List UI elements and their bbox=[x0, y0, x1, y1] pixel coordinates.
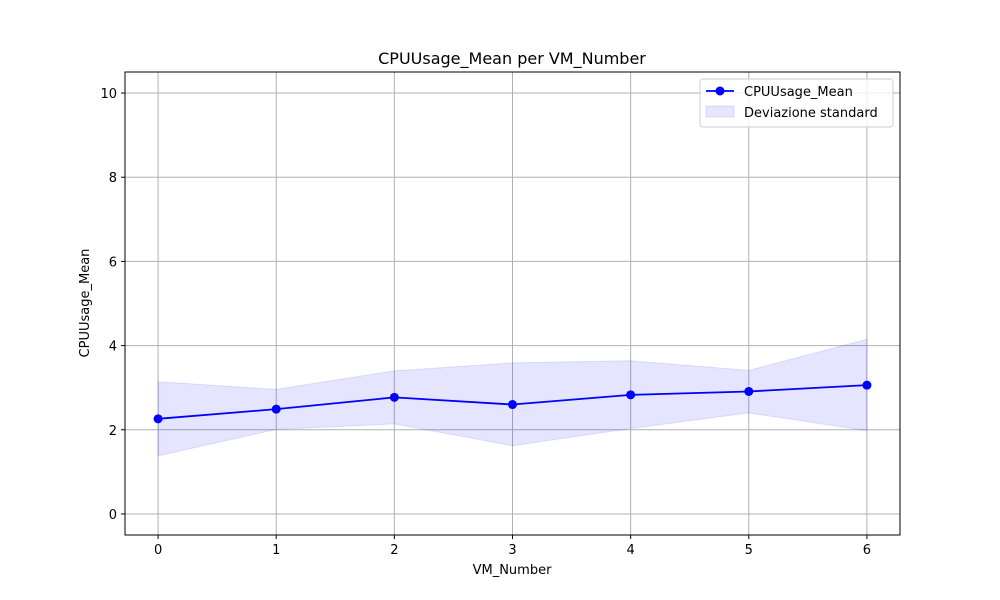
x-tick-label: 5 bbox=[745, 543, 753, 558]
y-tick-label: 2 bbox=[109, 424, 117, 439]
x-tick-label: 1 bbox=[272, 543, 280, 558]
x-tick-label: 4 bbox=[626, 543, 634, 558]
data-point bbox=[271, 404, 281, 414]
x-axis-ticks: 0 1 2 3 4 5 6 bbox=[154, 535, 871, 558]
legend-band-swatch bbox=[705, 105, 735, 118]
data-point bbox=[389, 392, 399, 402]
y-tick-label: 8 bbox=[109, 171, 117, 186]
data-point bbox=[744, 386, 754, 396]
y-tick-label: 6 bbox=[109, 255, 117, 270]
legend-label-band: Deviazione standard bbox=[744, 106, 878, 121]
x-axis-title: VM_Number bbox=[473, 563, 552, 578]
y-axis-ticks: 0 2 4 6 8 10 bbox=[100, 87, 125, 523]
x-tick-label: 6 bbox=[863, 543, 871, 558]
legend-box bbox=[699, 78, 894, 128]
y-axis-title: CPUUsage_Mean bbox=[78, 249, 93, 358]
x-tick-label: 0 bbox=[154, 543, 162, 558]
y-tick-label: 10 bbox=[100, 87, 117, 102]
legend: CPUUsage_Mean Deviazione standard bbox=[699, 78, 894, 128]
plot-frame bbox=[124, 71, 901, 536]
std-deviation-band bbox=[157, 338, 868, 457]
x-tick-label: 3 bbox=[508, 543, 516, 558]
chart-title: CPUUsage_Mean per VM_Number bbox=[378, 49, 646, 69]
y-tick-label: 0 bbox=[109, 508, 117, 523]
y-tick-label: 4 bbox=[109, 340, 117, 355]
legend-marker-swatch bbox=[715, 86, 725, 96]
data-point bbox=[153, 414, 163, 424]
x-tick-label: 2 bbox=[390, 543, 398, 558]
data-point bbox=[508, 400, 517, 410]
grid bbox=[125, 72, 900, 535]
data-point bbox=[862, 380, 872, 390]
data-point bbox=[626, 390, 636, 400]
series-layer bbox=[153, 380, 872, 424]
std-band-layer bbox=[157, 338, 868, 457]
legend-label-series: CPUUsage_Mean bbox=[744, 85, 853, 100]
